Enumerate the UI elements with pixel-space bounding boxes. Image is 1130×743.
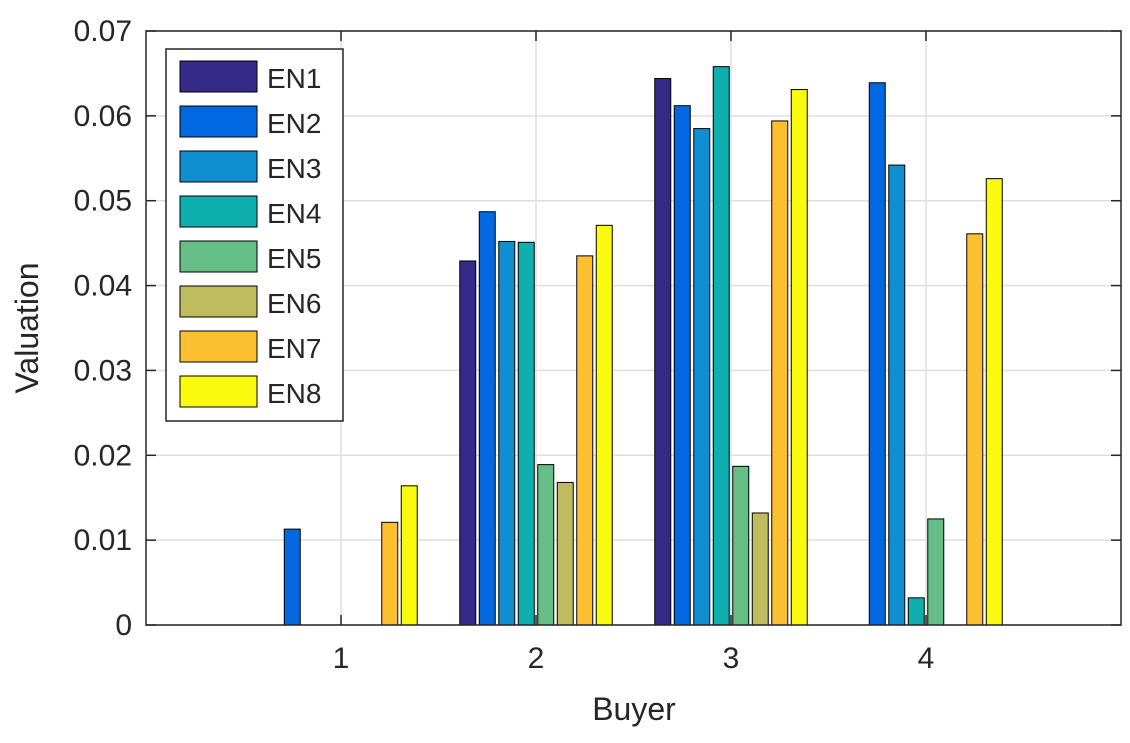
bar-en3-buyer-4: [888, 164, 906, 626]
bar-en8-buyer-2: [595, 224, 613, 626]
y-axis-label: Valuation: [9, 262, 45, 393]
y-tick-label: 0.01: [74, 524, 132, 557]
legend-box: [165, 48, 344, 422]
y-tick-label: 0.04: [74, 270, 132, 303]
legend-label-en8: EN8: [267, 378, 321, 409]
bar-en2-buyer-3: [673, 105, 691, 626]
legend-swatch-en7: [179, 330, 258, 363]
legend-label-en2: EN2: [267, 108, 321, 139]
bar-en4-buyer-3: [712, 66, 730, 626]
bar-en1-buyer-3: [654, 78, 672, 626]
bar-en5-buyer-3: [732, 465, 750, 626]
bar-en1-buyer-2: [459, 260, 477, 626]
bar-en3-buyer-2: [498, 240, 516, 626]
legend-swatch-en4: [179, 195, 258, 228]
y-tick-label: 0.05: [74, 185, 132, 218]
legend-label-en5: EN5: [267, 243, 321, 274]
bar-en2-buyer-1: [283, 528, 301, 626]
bar-en3-buyer-3: [693, 128, 711, 626]
y-tick-label: 0.03: [74, 354, 132, 387]
bar-en2-buyer-2: [478, 211, 496, 626]
bar-en8-buyer-3: [790, 89, 808, 626]
legend-swatch-en8: [179, 375, 258, 408]
legend-swatch-en3: [179, 150, 258, 183]
y-tick-label: 0.06: [74, 100, 132, 133]
x-tick-label: 4: [918, 642, 935, 675]
axis-ticks: 0 0.01 0.02 0.03 0.04 0.05 0.06 0.07 1 2 3 4: [74, 15, 1121, 675]
bar-en4-buyer-2: [517, 241, 535, 626]
x-axis-label: Buyer: [592, 691, 676, 727]
legend-swatch-en5: [179, 240, 258, 273]
legend-label-en6: EN6: [267, 288, 321, 319]
bar-en7-buyer-3: [771, 120, 789, 626]
bar-en5-buyer-2: [537, 464, 555, 626]
y-tick-label: 0.07: [74, 15, 132, 48]
plot-frame: [145, 30, 1122, 626]
legend-swatch-en6: [179, 285, 258, 318]
legend-label-en1: EN1: [267, 63, 321, 94]
bar-en8-buyer-1: [400, 485, 418, 626]
x-tick-label: 2: [528, 642, 545, 675]
bar-en6-buyer-2: [556, 481, 574, 626]
y-tick-label: 0: [115, 609, 132, 642]
x-tick-label: 1: [333, 642, 350, 675]
legend-label-en4: EN4: [267, 198, 321, 229]
bar-en8-buyer-4: [985, 178, 1003, 626]
bar-en5-buyer-4: [927, 518, 945, 626]
bars: [283, 66, 1003, 626]
bar-en2-buyer-4: [868, 82, 886, 626]
bar-en4-buyer-4: [907, 597, 925, 626]
x-tick-label: 3: [723, 642, 740, 675]
legend-swatch-en1: [179, 60, 258, 93]
bar-en7-buyer-1: [381, 521, 399, 626]
legend: EN1 EN2 EN3 EN4 EN5 EN6 EN7 EN8: [165, 48, 344, 422]
legend-swatch-en2: [179, 105, 258, 138]
legend-label-en7: EN7: [267, 333, 321, 364]
y-tick-label: 0.02: [74, 439, 132, 472]
legend-label-en3: EN3: [267, 153, 321, 184]
bar-en6-buyer-3: [751, 512, 769, 626]
bar-en7-buyer-4: [966, 233, 984, 626]
bar-en7-buyer-2: [576, 255, 594, 626]
